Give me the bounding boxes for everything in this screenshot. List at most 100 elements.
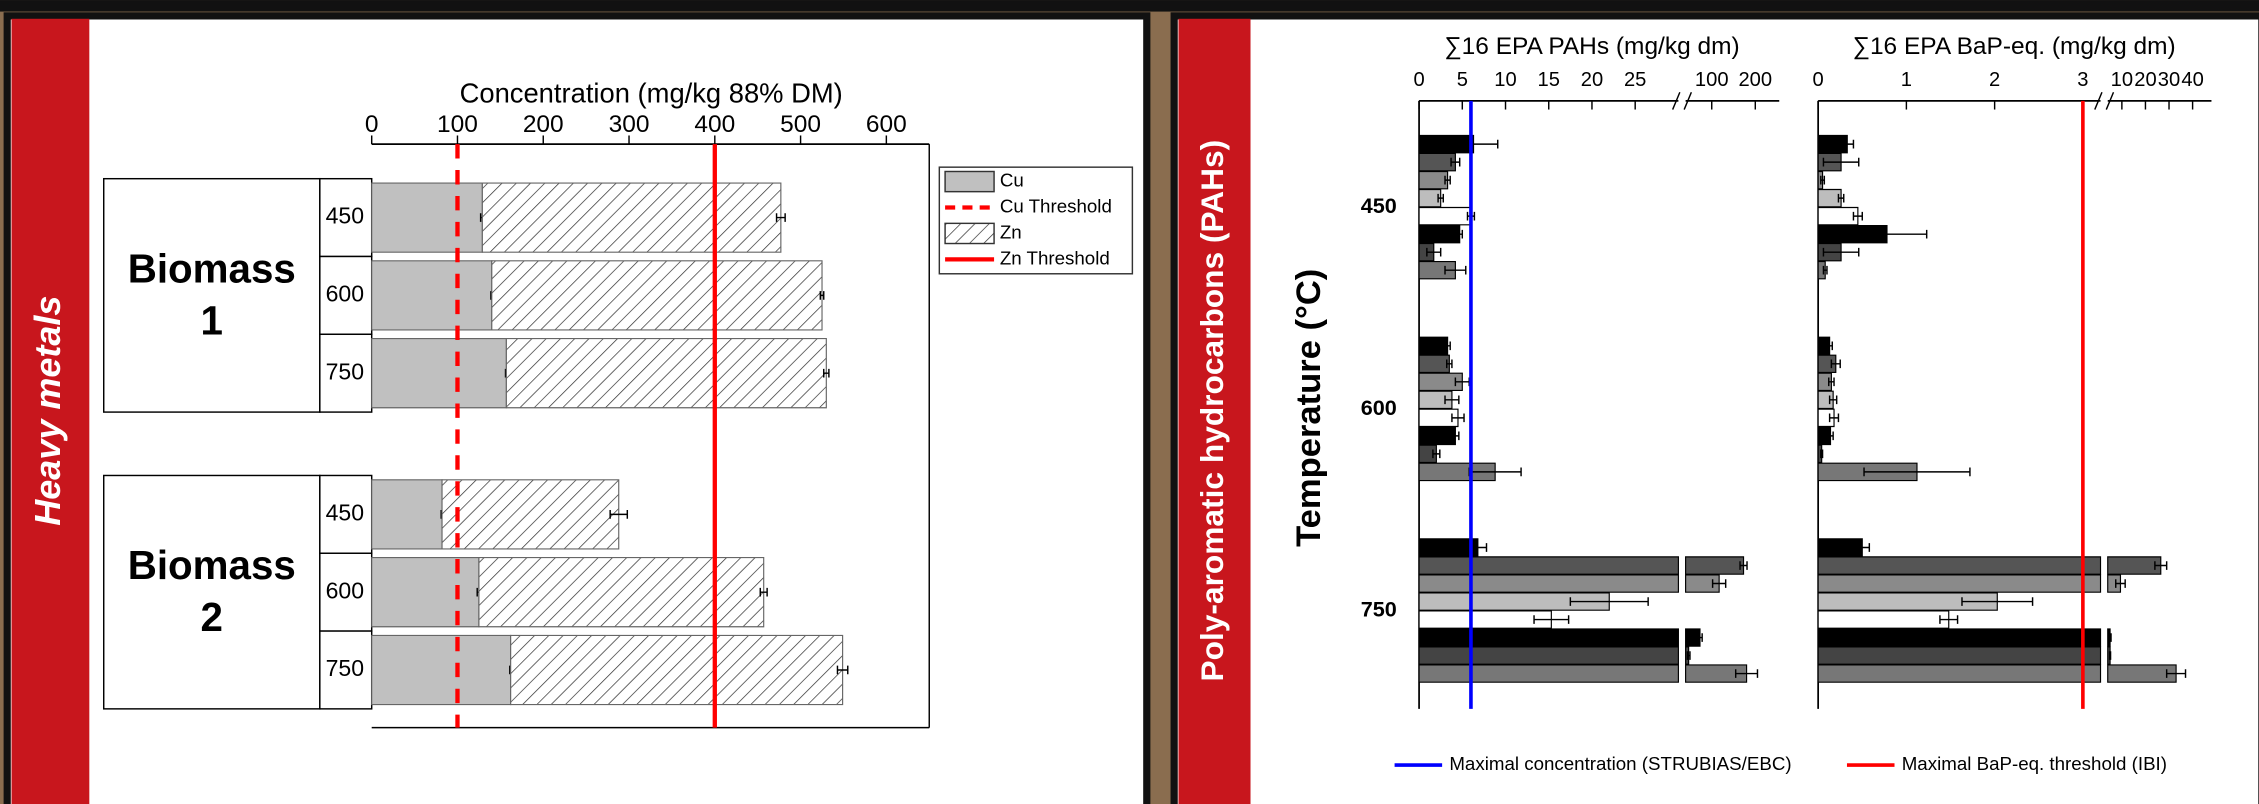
axis-break: [1671, 91, 1693, 110]
error-bar: [1837, 193, 1845, 203]
bar: [371, 634, 512, 706]
bar: [1418, 336, 1449, 356]
bar: [1817, 646, 2111, 665]
category-box: [319, 255, 373, 336]
category-box: [319, 630, 373, 710]
legend-swatch: [944, 222, 995, 245]
bar: [1418, 426, 1456, 446]
error-bar: [1451, 431, 1460, 441]
error-bar: [2154, 561, 2168, 570]
y-tick-label: 750: [326, 655, 364, 681]
bar: [1418, 188, 1442, 208]
bar: [371, 260, 493, 331]
legend-label: Maximal concentration (STRUBIAS/EBC): [1449, 753, 1791, 774]
x-tick-label: 20: [2134, 69, 2156, 91]
category-box: [319, 333, 373, 413]
error-bar: [1734, 669, 1759, 678]
x-tick-label: 2: [1989, 69, 2000, 91]
group-label-box: Biomass 2: [128, 543, 296, 640]
category-box: [319, 552, 373, 632]
error-bar: [1822, 247, 1860, 257]
bar: [1418, 538, 1479, 557]
bar: [1418, 152, 1456, 172]
error-bar: [1828, 413, 1840, 423]
bar: [1817, 664, 2177, 683]
bar: [441, 479, 620, 550]
bar: [1418, 224, 1461, 244]
section-label: Heavy metals: [27, 296, 68, 526]
error-bar: [1686, 651, 1691, 660]
bar: [1418, 354, 1450, 374]
x-tick-label: 100: [1695, 69, 1729, 91]
x-tick-label: 10: [1494, 69, 1516, 91]
y-tick-label: 600: [326, 280, 364, 306]
bar: [1418, 206, 1472, 226]
bar: [371, 338, 507, 409]
legend-label: Cu Threshold: [1000, 195, 1112, 216]
bar: [1418, 646, 1690, 665]
y-tick-label: 750: [1361, 597, 1397, 622]
error-bar: [1820, 449, 1824, 459]
legend-label: Zn Threshold: [1000, 247, 1110, 268]
error-bar: [819, 291, 825, 300]
bar: [371, 479, 443, 550]
error-bar: [1533, 615, 1570, 624]
error-bar: [2115, 579, 2126, 588]
error-bar: [1828, 395, 1838, 405]
x-tick-label: 600: [866, 111, 907, 138]
bar: [1418, 556, 1745, 575]
bar: [1817, 206, 1859, 226]
y-tick-label: 600: [326, 577, 364, 603]
error-bar: [1432, 449, 1441, 459]
error-bar: [1863, 467, 1971, 477]
bar: [1418, 134, 1475, 154]
bar: [1817, 188, 1842, 208]
right-sidebar: [1178, 18, 1251, 804]
error-bar: [1456, 229, 1464, 239]
x-tick-label: 15: [1538, 69, 1560, 91]
bar: [491, 260, 823, 331]
bar: [1418, 408, 1459, 428]
category-box: [319, 474, 373, 554]
error-bar: [823, 368, 830, 378]
error-bar: [1444, 265, 1467, 275]
error-bar: [1828, 377, 1835, 387]
bar: [1418, 610, 1552, 629]
y-tick-label: 450: [326, 499, 364, 525]
error-bar: [1826, 341, 1833, 351]
x-tick-label: 5: [1457, 69, 1468, 91]
error-bar: [2108, 651, 2112, 660]
bar: [1418, 574, 1720, 593]
bar: [510, 634, 844, 706]
error-bar: [1939, 615, 1959, 624]
x-tick-label: 500: [780, 111, 821, 138]
x-tick-label: 400: [694, 111, 735, 138]
error-bar: [1697, 633, 1703, 642]
error-bar: [1822, 157, 1860, 167]
x-tick-label: 200: [1738, 69, 1772, 91]
bar: [1817, 592, 1998, 611]
bar: [1817, 556, 2162, 575]
error-bar: [1444, 341, 1451, 351]
group-label: Biomass 1: [127, 245, 296, 343]
bar: [481, 182, 782, 253]
error-bar: [1444, 175, 1451, 185]
error-bar: [1711, 579, 1727, 588]
x-tick-label: 300: [609, 111, 650, 138]
error-bar: [1437, 193, 1445, 203]
left-sidebar: [11, 18, 90, 804]
error-bar: [1852, 211, 1863, 221]
section-label: Poly-aromatic hydrocarbons (PAHs): [1194, 140, 1230, 682]
bar: [1418, 664, 1748, 683]
error-bar: [1827, 431, 1834, 441]
chart-title: ∑16 EPA BaP-eq. (mg/kg dm): [1852, 33, 2175, 60]
y-axis-label: Temperature (°C): [1290, 269, 1328, 547]
bar: [1418, 444, 1437, 464]
error-bar: [759, 587, 768, 597]
y-tick-label: 450: [1361, 193, 1397, 218]
y-tick-label: 600: [1361, 395, 1397, 420]
error-bar: [1448, 139, 1499, 149]
x-tick-label: 0: [1813, 69, 1824, 91]
group-label-box: Biomass 1: [127, 245, 296, 343]
